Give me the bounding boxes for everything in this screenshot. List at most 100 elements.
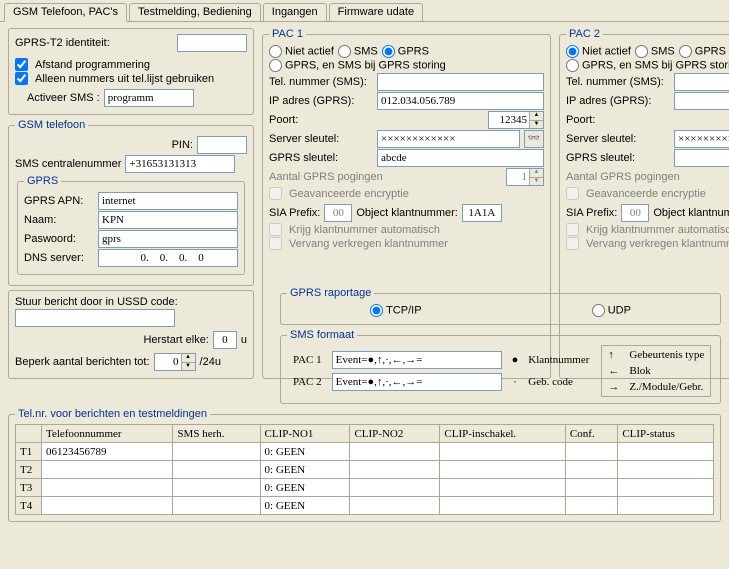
table-cell[interactable]: [173, 443, 260, 461]
table-cell[interactable]: [173, 497, 260, 515]
col-header[interactable]: CLIP-NO1: [260, 425, 350, 443]
pac2-tel-input[interactable]: [674, 73, 729, 91]
table-row[interactable]: T40: GEEN: [16, 497, 714, 515]
pac1-r-niet[interactable]: [269, 45, 282, 58]
pac2-fmt-input[interactable]: [332, 373, 502, 391]
row-header: T1: [16, 443, 42, 461]
table-cell[interactable]: [42, 479, 173, 497]
pac1-gkey-label: GPRS sleutel:: [269, 152, 373, 164]
table-cell[interactable]: [565, 461, 617, 479]
r-tcp[interactable]: [370, 304, 383, 317]
limit-spin[interactable]: ▲▼: [154, 353, 196, 371]
table-cell[interactable]: [618, 461, 714, 479]
col-header[interactable]: [16, 425, 42, 443]
ussd-input[interactable]: [15, 309, 175, 327]
pac2-adv-label: Geavanceerde encryptie: [586, 188, 706, 200]
table-cell[interactable]: [350, 443, 440, 461]
table-cell[interactable]: [440, 443, 566, 461]
col-header[interactable]: CLIP-NO2: [350, 425, 440, 443]
tab-gsm[interactable]: GSM Telefoon, PAC's: [4, 3, 127, 22]
pac1-fmt-input[interactable]: [332, 351, 502, 369]
table-cell[interactable]: [173, 461, 260, 479]
table-cell[interactable]: [42, 461, 173, 479]
table-cell[interactable]: 06123456789: [42, 443, 173, 461]
table-cell[interactable]: [565, 497, 617, 515]
pac1-r-gprssms[interactable]: [269, 59, 282, 72]
limit-label: Beperk aantal berichten tot:: [15, 356, 150, 368]
table-cell[interactable]: [42, 497, 173, 515]
pac2-skey-input[interactable]: [674, 130, 729, 148]
pac1-port-input[interactable]: [489, 112, 529, 128]
table-cell[interactable]: [440, 479, 566, 497]
dns-input[interactable]: [98, 249, 238, 267]
table-cell[interactable]: [618, 497, 714, 515]
tab-ingangen[interactable]: Ingangen: [263, 3, 327, 21]
col-header[interactable]: CLIP-inschakel.: [440, 425, 566, 443]
spin-up-icon[interactable]: ▲: [181, 354, 195, 363]
table-cell[interactable]: [618, 479, 714, 497]
naam-input[interactable]: [98, 211, 238, 229]
pac1-skey-input[interactable]: [377, 130, 520, 148]
telnr-table[interactable]: TelefoonnummerSMS herh.CLIP-NO1CLIP-NO2C…: [15, 424, 714, 515]
pin-input[interactable]: [197, 136, 247, 154]
pac2-gkey-input[interactable]: [674, 149, 729, 167]
tab-firmware[interactable]: Firmware udate: [329, 3, 423, 21]
col-header[interactable]: Conf.: [565, 425, 617, 443]
restart-input[interactable]: [213, 331, 237, 349]
col-header[interactable]: SMS herh.: [173, 425, 260, 443]
pac2-r-gprs[interactable]: [679, 45, 692, 58]
pac2-r-sms[interactable]: [635, 45, 648, 58]
ident-group: GPRS-T2 identiteit: Afstand programmerin…: [8, 28, 254, 115]
pac1-r-gprs[interactable]: [382, 45, 395, 58]
pac2-ip-input[interactable]: [674, 92, 729, 110]
pac2-cb-adv: [566, 187, 579, 200]
spin-down-icon[interactable]: ▼: [181, 363, 195, 371]
pac1-tel-input[interactable]: [377, 73, 544, 91]
pac1-ip-input[interactable]: [377, 92, 544, 110]
table-cell[interactable]: [173, 479, 260, 497]
smsc-label: SMS centralenummer: [15, 158, 121, 170]
table-cell[interactable]: 0: GEEN: [260, 497, 350, 515]
table-cell[interactable]: 0: GEEN: [260, 479, 350, 497]
tcp-label: TCP/IP: [386, 304, 421, 316]
pac2-port-label: Poort:: [566, 114, 670, 126]
col-header[interactable]: Telefoonnummer: [42, 425, 173, 443]
table-cell[interactable]: [440, 461, 566, 479]
tab-testmelding[interactable]: Testmelding, Bediening: [129, 3, 261, 21]
pac1-r-sms[interactable]: [338, 45, 351, 58]
spin-up-icon[interactable]: ▲: [529, 112, 543, 121]
table-cell[interactable]: 0: GEEN: [260, 461, 350, 479]
table-cell[interactable]: [350, 479, 440, 497]
eye-icon[interactable]: 👓: [524, 130, 544, 148]
pac2-r-gprssms[interactable]: [566, 59, 579, 72]
table-cell[interactable]: 0: GEEN: [260, 443, 350, 461]
pac1-port-spin[interactable]: ▲▼: [488, 111, 544, 129]
r-udp[interactable]: [592, 304, 605, 317]
table-cell[interactable]: [350, 497, 440, 515]
spin-down-icon[interactable]: ▼: [529, 121, 543, 129]
apn-input[interactable]: [98, 192, 238, 210]
pw-input[interactable]: [98, 230, 238, 248]
table-cell[interactable]: [350, 461, 440, 479]
pac1-adv-label: Geavanceerde encryptie: [289, 188, 409, 200]
table-cell[interactable]: [618, 443, 714, 461]
pac2-skey-label: Server sleutel:: [566, 133, 670, 145]
limit-input[interactable]: [155, 354, 181, 370]
table-cell[interactable]: [565, 479, 617, 497]
table-cell[interactable]: [565, 443, 617, 461]
ident-input[interactable]: [177, 34, 247, 52]
pac1-gkey-input[interactable]: [377, 149, 544, 167]
cb-remote-prog[interactable]: [15, 58, 28, 71]
pac2-sia-input: [621, 204, 649, 222]
cb-only-list[interactable]: [15, 72, 28, 85]
table-cell[interactable]: [440, 497, 566, 515]
pac1-obj-input[interactable]: [462, 204, 502, 222]
col-header[interactable]: CLIP-status: [618, 425, 714, 443]
table-row[interactable]: T106123456789 0: GEEN: [16, 443, 714, 461]
pac1-skey-label: Server sleutel:: [269, 133, 373, 145]
table-row[interactable]: T30: GEEN: [16, 479, 714, 497]
pac2-r-niet[interactable]: [566, 45, 579, 58]
smsc-input[interactable]: [125, 155, 235, 173]
activate-sms-input[interactable]: [104, 89, 194, 107]
table-row[interactable]: T20: GEEN: [16, 461, 714, 479]
